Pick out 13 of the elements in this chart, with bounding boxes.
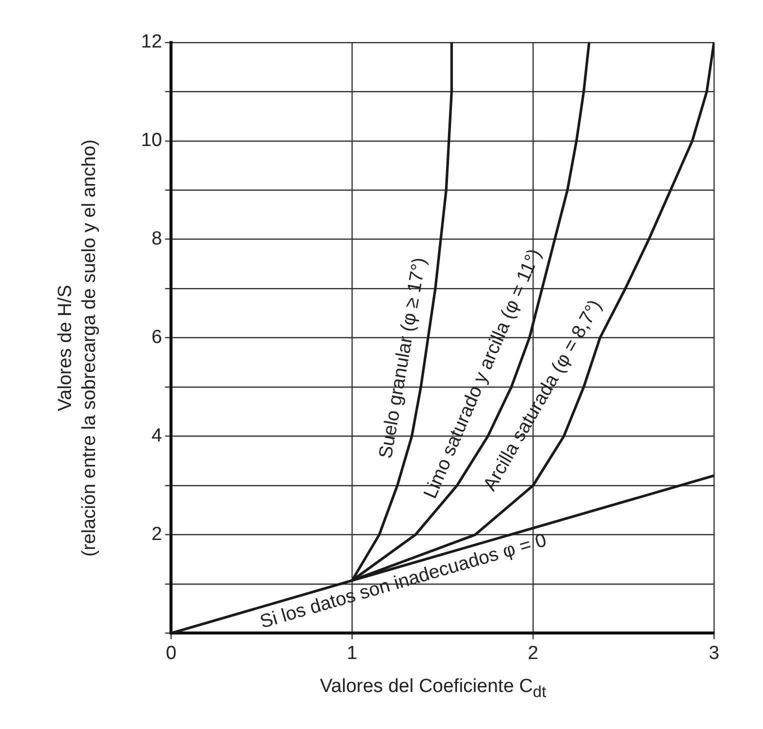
y-tick-label: 8 [152,228,162,250]
y-tick-label: 12 [140,32,162,53]
y-axis-title: Valores de H/S (relación entre la sobrecarga de suelo y el ancho) [54,139,101,557]
x-axis-title: Valores del Coeficiente C$_{dt}$ [318,676,548,702]
y-tick-label: 10 [140,130,162,152]
y-tick-label: 2 [152,524,162,545]
x-tick-label: 0 [166,642,176,664]
x-tick-label: 1 [346,642,358,664]
x-tick-label: 2 [528,642,538,664]
x-tick-label: 3 [708,642,720,664]
y-tick-label: 4 [152,426,163,446]
text: Suelo granular (φ ≥ 17°) [376,256,431,460]
y-tick-label: 6 [152,327,162,348]
